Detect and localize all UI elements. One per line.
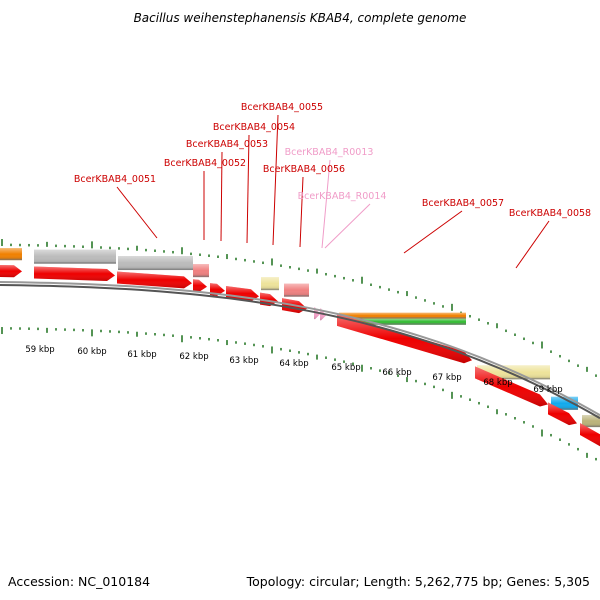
green-band-edge (339, 323, 466, 325)
gene-label: BcerKBAB4_0055 (241, 102, 323, 113)
genome-summary-text: Topology: circular; Length: 5,262,775 bp… (246, 574, 590, 589)
gray-band-shade (118, 256, 193, 271)
kbp-label: 62 kbp (179, 352, 208, 362)
map-title: Bacillus weihenstephanensis KBAB4, compl… (134, 11, 467, 25)
kbp-scale-labels: 59 kbp 60 kbp 61 kbp 62 kbp 63 kbp 64 kbp 65 k… (25, 345, 562, 395)
cds-arrow-shade (34, 266, 115, 282)
orange-band-edge (0, 258, 22, 261)
cds-arrow-track (0, 265, 600, 447)
kbp-label: 63 kbp (229, 356, 258, 366)
gene-label-leaders (116, 114, 550, 269)
kbp-label: 69 kbp (533, 385, 562, 395)
orange-band-edge (339, 317, 466, 319)
olive-band-shade (582, 415, 600, 428)
gene-label: BcerKBAB4_0056 (263, 164, 345, 175)
leader-line (515, 220, 550, 269)
feature-band-track (0, 248, 600, 428)
cds-arrow-shade (337, 313, 472, 364)
cds-arrow-shade (117, 271, 192, 289)
leader-line (324, 203, 371, 249)
accession-text: Accession: NC_010184 (8, 574, 150, 589)
gene-label: BcerKBAB4_0058 (509, 208, 591, 219)
genome-backbone (0, 281, 600, 420)
orange-band-shade (339, 312, 466, 319)
gray-band-edge (34, 262, 116, 264)
leader-line (220, 151, 223, 242)
cds-arrow-shade (580, 423, 600, 447)
kbp-label: 65 kbp (331, 363, 360, 373)
gene-label: BcerKBAB4_0052 (164, 158, 246, 169)
cds-arrow-shade (0, 265, 22, 278)
kbp-label: 66 kbp (382, 368, 411, 378)
salmon-band-edge (193, 275, 209, 278)
leader-line (403, 210, 463, 254)
khaki-band-shade (261, 277, 279, 291)
gene-label: BcerKBAB4_0054 (213, 122, 295, 133)
kbp-label: 64 kbp (279, 359, 308, 369)
inner-tick-ring (1, 327, 597, 461)
orange-band-shade (0, 248, 22, 261)
cds-arrow-shade (475, 366, 548, 407)
gene-label: BcerKBAB4_R0013 (285, 147, 374, 158)
kbp-label: 61 kbp (127, 350, 156, 360)
kbp-label: 59 kbp (25, 345, 54, 355)
leader-line (246, 134, 250, 244)
leader-line (299, 176, 304, 248)
outer-tick-ring (1, 239, 597, 377)
gene-label: BcerKBAB4_R0014 (298, 191, 387, 202)
kbp-label: 67 kbp (432, 373, 461, 383)
khaki-band-edge (477, 377, 550, 380)
backbone-shadow (0, 284, 600, 420)
salmon-band-edge (284, 295, 309, 297)
gray-band-edge (118, 268, 193, 271)
cyan-band-edge (551, 408, 578, 410)
gene-label: BcerKBAB4_0053 (186, 139, 268, 150)
salmon-band-shade (193, 264, 209, 278)
leader-line (321, 159, 331, 249)
backbone-line (0, 281, 600, 417)
kbp-label: 60 kbp (77, 347, 106, 357)
khaki-band-edge (261, 288, 279, 291)
gene-label: BcerKBAB4_0057 (422, 198, 504, 209)
kbp-label: 68 kbp (483, 378, 512, 388)
gray-band-shade (34, 249, 116, 264)
gene-labels: BcerKBAB4_0051 BcerKBAB4_0052 BcerKBAB4_00… (74, 102, 591, 219)
olive-band-edge (582, 425, 600, 428)
gene-label: BcerKBAB4_0051 (74, 174, 156, 185)
leader-line (272, 114, 279, 246)
salmon-band-shade (284, 283, 309, 297)
leader-line (116, 186, 158, 239)
cds-arrow-shade (548, 402, 577, 426)
green-band-shade (339, 318, 466, 325)
cds-arrow-shade (193, 279, 207, 292)
